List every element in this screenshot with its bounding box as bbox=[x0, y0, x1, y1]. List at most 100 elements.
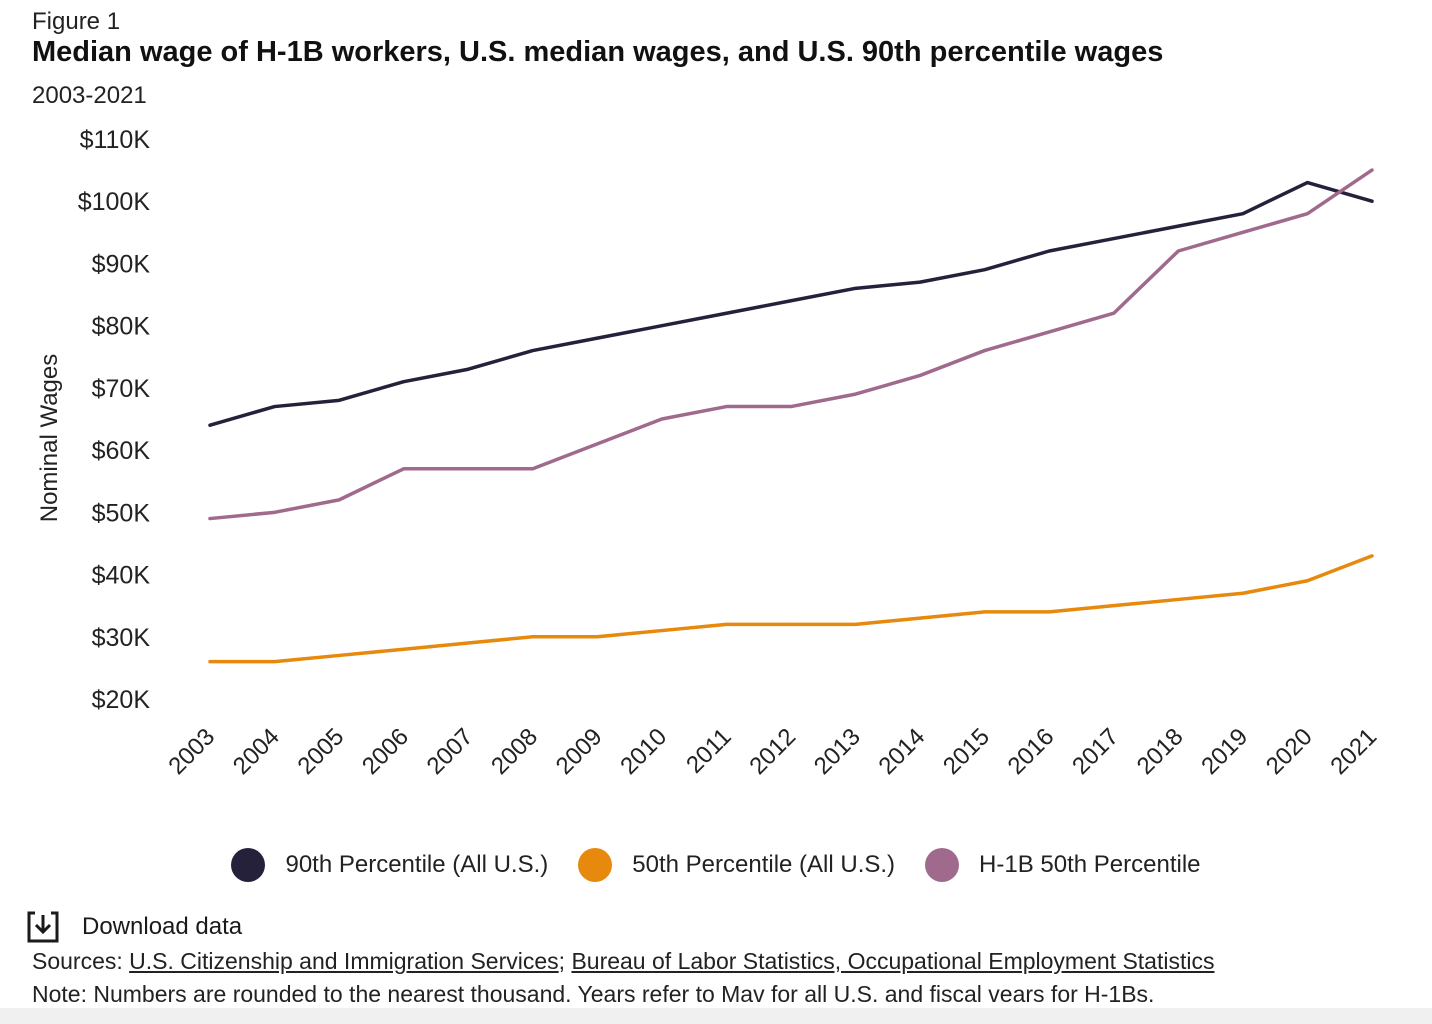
data-point[interactable] bbox=[208, 423, 212, 427]
y-tick-label: $90K bbox=[92, 250, 151, 278]
data-point[interactable] bbox=[789, 299, 793, 303]
data-point[interactable] bbox=[208, 660, 212, 664]
data-point[interactable] bbox=[983, 349, 987, 353]
legend-label-h1b: H-1B 50th Percentile bbox=[979, 851, 1201, 878]
x-tick-labels: 2003 2004 2005 2006 2007 2008 2009 2010 2011 2012… bbox=[163, 723, 1382, 780]
data-point[interactable] bbox=[595, 635, 599, 639]
download-data-label: Download data bbox=[82, 913, 243, 940]
y-tick-label: $60K bbox=[92, 437, 151, 465]
data-point[interactable] bbox=[918, 616, 922, 620]
x-tick-label: 2009 bbox=[551, 723, 608, 780]
data-point[interactable] bbox=[273, 660, 277, 664]
data-point[interactable] bbox=[531, 635, 535, 639]
series-lines bbox=[208, 168, 1374, 664]
legend-item-50th[interactable]: 50th Percentile (All U.S.) bbox=[578, 848, 895, 882]
data-point[interactable] bbox=[1047, 249, 1051, 253]
data-point[interactable] bbox=[1241, 230, 1245, 234]
legend-label-50th: 50th Percentile (All U.S.) bbox=[632, 851, 896, 878]
data-point[interactable] bbox=[1112, 311, 1116, 315]
data-point[interactable] bbox=[402, 380, 406, 384]
data-point[interactable] bbox=[402, 647, 406, 651]
source-link-uscis[interactable]: U.S. Citizenship and Immigration Service… bbox=[129, 948, 559, 974]
x-tick-label: 2021 bbox=[1325, 723, 1382, 780]
x-tick-label: 2015 bbox=[938, 723, 995, 780]
data-point[interactable] bbox=[983, 268, 987, 272]
y-axis-label-group: Nominal Wages bbox=[36, 354, 63, 523]
data-point[interactable] bbox=[402, 467, 406, 471]
data-point[interactable] bbox=[595, 336, 599, 340]
data-point[interactable] bbox=[1047, 330, 1051, 334]
x-tick-label: 2020 bbox=[1261, 723, 1318, 780]
data-point[interactable] bbox=[918, 280, 922, 284]
x-tick-label: 2007 bbox=[422, 723, 479, 780]
data-point[interactable] bbox=[983, 610, 987, 614]
data-point[interactable] bbox=[1305, 181, 1309, 185]
data-point[interactable] bbox=[337, 398, 341, 402]
data-point[interactable] bbox=[1305, 212, 1309, 216]
chart-legend: 90th Percentile (All U.S.) 50th Percenti… bbox=[0, 848, 1432, 882]
data-point[interactable] bbox=[1047, 610, 1051, 614]
y-tick-label: $50K bbox=[92, 499, 151, 527]
data-point[interactable] bbox=[918, 373, 922, 377]
data-point[interactable] bbox=[531, 349, 535, 353]
data-point[interactable] bbox=[466, 367, 470, 371]
y-tick-label: $30K bbox=[92, 624, 151, 652]
series-line bbox=[208, 554, 1374, 664]
data-point[interactable] bbox=[1176, 597, 1180, 601]
y-tick-label: $20K bbox=[92, 686, 151, 714]
y-tick-label: $80K bbox=[92, 313, 151, 341]
x-tick-label: 2018 bbox=[1132, 723, 1189, 780]
y-tick-label: $70K bbox=[92, 375, 151, 403]
legend-item-h1b[interactable]: H-1B 50th Percentile bbox=[925, 848, 1201, 882]
legend-label-90th: 90th Percentile (All U.S.) bbox=[285, 851, 549, 878]
data-point[interactable] bbox=[1370, 168, 1374, 172]
data-point[interactable] bbox=[854, 392, 858, 396]
data-point[interactable] bbox=[854, 622, 858, 626]
data-point[interactable] bbox=[854, 286, 858, 290]
data-point[interactable] bbox=[337, 653, 341, 657]
x-tick-label: 2005 bbox=[293, 723, 350, 780]
y-tick-label: $100K bbox=[78, 188, 151, 216]
data-point[interactable] bbox=[273, 510, 277, 514]
data-point[interactable] bbox=[789, 622, 793, 626]
legend-item-90th[interactable]: 90th Percentile (All U.S.) bbox=[231, 848, 548, 882]
data-point[interactable] bbox=[466, 641, 470, 645]
data-point[interactable] bbox=[660, 417, 664, 421]
data-point[interactable] bbox=[1370, 554, 1374, 558]
x-tick-label: 2004 bbox=[228, 723, 285, 780]
data-point[interactable] bbox=[660, 324, 664, 328]
data-point[interactable] bbox=[1305, 579, 1309, 583]
data-point[interactable] bbox=[531, 467, 535, 471]
data-point[interactable] bbox=[466, 467, 470, 471]
data-point[interactable] bbox=[1112, 237, 1116, 241]
x-tick-label: 2003 bbox=[163, 723, 220, 780]
legend-swatch-50th bbox=[578, 848, 613, 882]
y-tick-label: $110K bbox=[80, 126, 151, 154]
data-point[interactable] bbox=[208, 517, 212, 521]
data-point[interactable] bbox=[1176, 249, 1180, 253]
x-tick-label: 2013 bbox=[809, 723, 866, 780]
data-point[interactable] bbox=[337, 498, 341, 502]
source-link-bls[interactable]: Bureau of Labor Statistics, Occupational… bbox=[571, 948, 1215, 974]
sources-prefix: Sources: bbox=[32, 948, 130, 974]
data-point[interactable] bbox=[1176, 224, 1180, 228]
footnote: Note: Numbers are rounded to the nearest… bbox=[32, 981, 1155, 1007]
chart-title: Median wage of H-1B workers, U.S. median… bbox=[32, 36, 1164, 68]
data-point[interactable] bbox=[1241, 212, 1245, 216]
data-point[interactable] bbox=[724, 405, 728, 409]
data-point[interactable] bbox=[724, 622, 728, 626]
data-point[interactable] bbox=[595, 442, 599, 446]
data-point[interactable] bbox=[1370, 199, 1374, 203]
data-point[interactable] bbox=[273, 405, 277, 409]
download-icon bbox=[27, 911, 59, 943]
data-point[interactable] bbox=[1241, 591, 1245, 595]
data-point[interactable] bbox=[1112, 604, 1116, 608]
data-point[interactable] bbox=[724, 311, 728, 315]
data-point[interactable] bbox=[660, 629, 664, 633]
x-tick-label: 2011 bbox=[681, 723, 737, 779]
series-line bbox=[208, 180, 1374, 427]
x-tick-label: 2014 bbox=[874, 723, 931, 780]
y-tick-labels: $20K $30K $40K $50K $60K $70K $80K $90K $100K $11… bbox=[78, 126, 151, 714]
download-data-button[interactable]: Download data bbox=[26, 910, 242, 944]
data-point[interactable] bbox=[789, 405, 793, 409]
